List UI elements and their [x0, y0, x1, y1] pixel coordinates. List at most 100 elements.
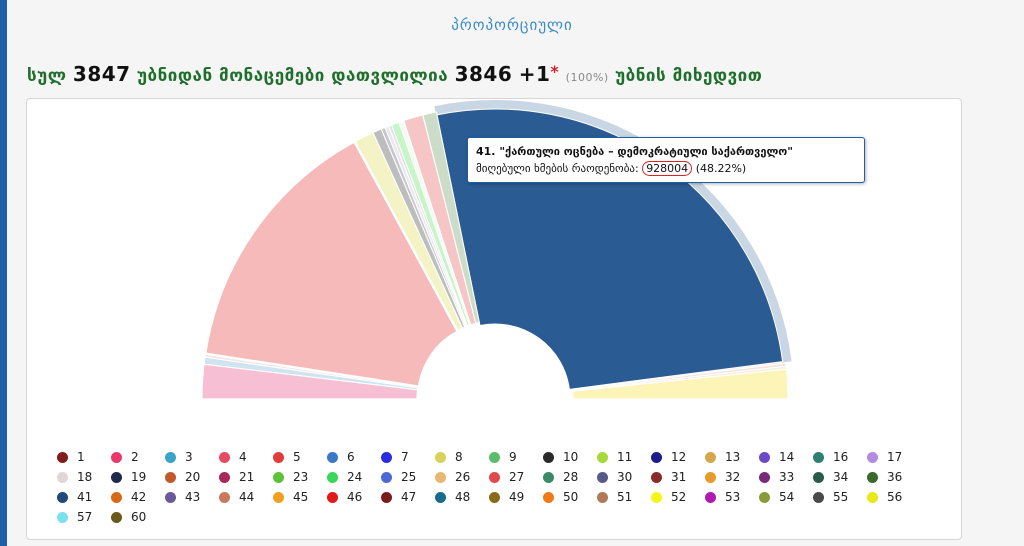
legend-dot — [651, 471, 662, 483]
legend-dot — [327, 451, 338, 463]
legend-dot — [759, 471, 770, 483]
legend-label: 50 — [563, 490, 579, 504]
legend-item-26[interactable]: 26 — [435, 467, 489, 487]
legend-item-10[interactable]: 10 — [543, 447, 597, 467]
legend-item-19[interactable]: 19 — [111, 467, 165, 487]
legend-dot — [57, 451, 68, 463]
legend-item-8[interactable]: 8 — [435, 447, 489, 467]
legend-label: 33 — [779, 470, 795, 484]
legend-dot — [489, 451, 500, 463]
legend-label: 49 — [509, 490, 525, 504]
legend-item-57[interactable]: 57 — [57, 507, 111, 527]
legend-item-53[interactable]: 53 — [705, 487, 759, 507]
legend-dot — [543, 491, 554, 503]
legend-item-2[interactable]: 2 — [111, 447, 165, 467]
left-accent-bar — [0, 0, 7, 546]
legend-item-18[interactable]: 18 — [57, 467, 111, 487]
legend-item-14[interactable]: 14 — [759, 447, 813, 467]
legend-item-45[interactable]: 45 — [273, 487, 327, 507]
legend-item-41[interactable]: 41 — [57, 487, 111, 507]
legend-item-60[interactable]: 60 — [111, 507, 165, 527]
legend-dot — [651, 451, 662, 463]
slice-party-5[interactable] — [205, 141, 458, 387]
legend-item-34[interactable]: 34 — [813, 467, 867, 487]
legend-item-44[interactable]: 44 — [219, 487, 273, 507]
legend-item-28[interactable]: 28 — [543, 467, 597, 487]
legend-item-17[interactable]: 17 — [867, 447, 921, 467]
legend-item-23[interactable]: 23 — [273, 467, 327, 487]
legend-label: 52 — [671, 490, 687, 504]
legend-dot — [327, 471, 338, 483]
legend-dot — [705, 491, 716, 503]
slice-party-2[interactable] — [201, 363, 419, 400]
legend-item-25[interactable]: 25 — [381, 467, 435, 487]
legend-dot — [219, 491, 230, 503]
legend-item-49[interactable]: 49 — [489, 487, 543, 507]
legend-item-43[interactable]: 43 — [165, 487, 219, 507]
legend-item-21[interactable]: 21 — [219, 467, 273, 487]
legend-label: 42 — [131, 490, 147, 504]
legend-item-9[interactable]: 9 — [489, 447, 543, 467]
legend-dot — [273, 471, 284, 483]
total-precincts: 3847 — [72, 62, 131, 86]
legend-label: 47 — [401, 490, 417, 504]
legend-label: 12 — [671, 450, 687, 464]
legend-item-36[interactable]: 36 — [867, 467, 921, 487]
legend-dot — [435, 451, 446, 463]
legend-dot — [165, 471, 176, 483]
legend-item-47[interactable]: 47 — [381, 487, 435, 507]
legend-item-13[interactable]: 13 — [705, 447, 759, 467]
legend-item-4[interactable]: 4 — [219, 447, 273, 467]
legend-label: 14 — [779, 450, 795, 464]
legend-dot — [381, 471, 392, 483]
slice-party-17[interactable] — [354, 132, 464, 332]
legend-label: 48 — [455, 490, 471, 504]
legend-item-32[interactable]: 32 — [705, 467, 759, 487]
legend-item-54[interactable]: 54 — [759, 487, 813, 507]
chart-panel: 41. "ქართული ოცნება – დემოკრატიული საქარ… — [26, 98, 962, 540]
legend-item-11[interactable]: 11 — [597, 447, 651, 467]
legend-item-6[interactable]: 6 — [327, 447, 381, 467]
legend-item-56[interactable]: 56 — [867, 487, 921, 507]
plus-sign: + — [518, 62, 536, 86]
legend-item-33[interactable]: 33 — [759, 467, 813, 487]
legend-dot — [651, 491, 662, 503]
legend-item-42[interactable]: 42 — [111, 487, 165, 507]
legend-label: 21 — [239, 470, 255, 484]
legend-dot — [111, 451, 122, 463]
legend-label: 54 — [779, 490, 795, 504]
chart-legend: 1 2 3 4 5 6 7 8 9 10 11 12 13 14 16 17 18 19 20 21 23 24 25 26 2… — [57, 447, 937, 527]
legend-label: 45 — [293, 490, 309, 504]
legend-item-46[interactable]: 46 — [327, 487, 381, 507]
legend-item-31[interactable]: 31 — [651, 467, 705, 487]
legend-item-55[interactable]: 55 — [813, 487, 867, 507]
tooltip-votes-label: მიღებული ხმების რაოდენობა: — [476, 162, 639, 175]
legend-item-24[interactable]: 24 — [327, 467, 381, 487]
legend-label: 17 — [887, 450, 903, 464]
legend-dot — [219, 471, 230, 483]
legend-item-27[interactable]: 27 — [489, 467, 543, 487]
legend-item-7[interactable]: 7 — [381, 447, 435, 467]
legend-label: 25 — [401, 470, 417, 484]
legend-dot — [435, 491, 446, 503]
legend-item-51[interactable]: 51 — [597, 487, 651, 507]
legend-dot — [597, 451, 608, 463]
legend-item-1[interactable]: 1 — [57, 447, 111, 467]
legend-item-16[interactable]: 16 — [813, 447, 867, 467]
legend-item-30[interactable]: 30 — [597, 467, 651, 487]
legend-item-12[interactable]: 12 — [651, 447, 705, 467]
legend-item-20[interactable]: 20 — [165, 467, 219, 487]
legend-item-50[interactable]: 50 — [543, 487, 597, 507]
legend-label: 3 — [185, 450, 193, 464]
legend-item-48[interactable]: 48 — [435, 487, 489, 507]
legend-dot — [57, 471, 68, 483]
legend-item-3[interactable]: 3 — [165, 447, 219, 467]
extra-count: 1 — [535, 62, 551, 86]
legend-item-5[interactable]: 5 — [273, 447, 327, 467]
section-title[interactable]: პროპორციული — [451, 16, 573, 34]
slice-tooltip: 41. "ქართული ოცნება – დემოკრატიული საქარ… — [467, 137, 865, 183]
legend-item-52[interactable]: 52 — [651, 487, 705, 507]
legend-dot — [111, 511, 122, 523]
legend-label: 34 — [833, 470, 849, 484]
legend-label: 9 — [509, 450, 517, 464]
